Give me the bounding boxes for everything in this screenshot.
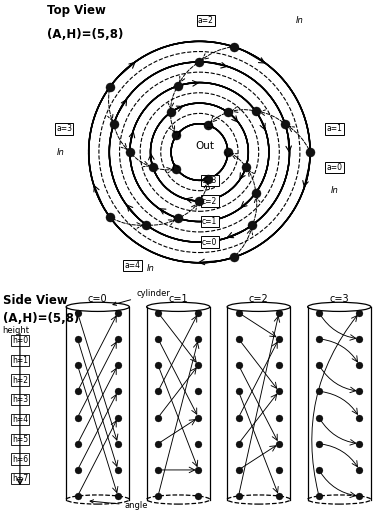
- Text: angle: angle: [90, 500, 148, 510]
- Text: cylinder: cylinder: [113, 289, 170, 305]
- Text: (A,H)=(5,8): (A,H)=(5,8): [47, 29, 124, 42]
- Text: a=1: a=1: [327, 124, 343, 133]
- Text: In: In: [331, 186, 339, 195]
- Text: a=2: a=2: [198, 16, 214, 25]
- Text: Top View: Top View: [47, 4, 106, 17]
- Text: In: In: [296, 16, 304, 25]
- Text: a=4: a=4: [124, 261, 140, 270]
- Text: h=0: h=0: [12, 336, 28, 345]
- Text: h=3: h=3: [12, 395, 28, 405]
- Text: c=0: c=0: [202, 238, 217, 246]
- Text: c=0: c=0: [88, 294, 108, 304]
- Text: a=3: a=3: [56, 124, 72, 133]
- Text: In: In: [147, 264, 154, 272]
- Text: Out: Out: [195, 140, 214, 151]
- Text: h=2: h=2: [12, 375, 28, 385]
- Text: a=0: a=0: [327, 163, 343, 172]
- Text: c=3: c=3: [202, 176, 217, 185]
- Text: h=6: h=6: [12, 454, 28, 463]
- Text: c=1: c=1: [169, 294, 188, 304]
- Text: c=2: c=2: [249, 294, 269, 304]
- Text: height: height: [2, 327, 29, 335]
- Text: c=2: c=2: [202, 197, 217, 205]
- Text: (A,H)=(5,8): (A,H)=(5,8): [3, 311, 79, 324]
- Text: In: In: [56, 148, 64, 157]
- Text: h=4: h=4: [12, 415, 28, 424]
- Text: Side View: Side View: [3, 294, 68, 307]
- Text: h=1: h=1: [12, 356, 28, 365]
- Text: h=5: h=5: [12, 435, 28, 444]
- Text: c=1: c=1: [202, 217, 217, 226]
- Text: h=7: h=7: [12, 474, 28, 483]
- Text: c=3: c=3: [330, 294, 349, 304]
